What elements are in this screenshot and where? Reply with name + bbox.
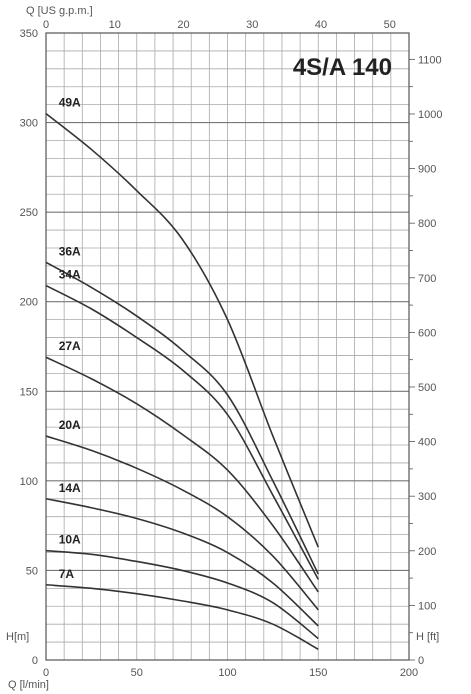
curve-label-36A: 36A xyxy=(59,244,81,258)
curve-7A xyxy=(45,583,319,650)
y-right-axis-title: H [ft] xyxy=(416,631,439,643)
x-top-tick-label: 10 xyxy=(109,19,121,31)
curve-label-34A: 34A xyxy=(59,268,81,282)
y-right-tick-label: 400 xyxy=(418,437,436,449)
x-top-axis-title: Q [US g.p.m.] xyxy=(26,5,93,17)
curve-label-27A: 27A xyxy=(59,339,81,353)
x-top-tick-label: 0 xyxy=(43,19,49,31)
y-right-tick-label: 800 xyxy=(418,218,436,230)
y-tick-label: 100 xyxy=(20,476,38,488)
curve-34A xyxy=(45,284,319,580)
x-top-tick-label: 20 xyxy=(177,19,189,31)
y-right-tick-label: 200 xyxy=(418,546,436,558)
performance-curves xyxy=(45,112,319,650)
y-right-tick-label: 1000 xyxy=(418,109,442,121)
curve-14A xyxy=(45,497,319,627)
y-right-tick-label: 0 xyxy=(418,655,424,667)
curve-20A xyxy=(45,435,319,611)
y-tick-label: 0 xyxy=(32,655,38,667)
curve-27A xyxy=(45,356,319,593)
curve-label-20A: 20A xyxy=(59,418,81,432)
y-tick-label: 200 xyxy=(20,297,38,309)
plot-frame xyxy=(45,32,410,661)
y-tick-label: 50 xyxy=(26,565,38,577)
curve-label-7A: 7A xyxy=(59,567,75,581)
y-right-tick-label: 900 xyxy=(418,164,436,176)
curve-label-10A: 10A xyxy=(59,533,81,547)
curve-10A xyxy=(45,549,319,640)
curve-36A xyxy=(45,261,319,575)
y-right-tick-label: 100 xyxy=(418,600,436,612)
x-tick-label: 200 xyxy=(400,667,418,679)
y-tick-label: 350 xyxy=(20,28,38,40)
x-tick-label: 50 xyxy=(131,667,143,679)
x-tick-label: 150 xyxy=(309,667,327,679)
y-right-tick-label: 700 xyxy=(418,273,436,285)
curve-labels: 49A 36A 34A 27A 20A 14A 10A 7A xyxy=(59,96,81,581)
y-axis-title: H[m] xyxy=(6,631,29,643)
x-tick-label: 100 xyxy=(218,667,236,679)
y-right-tick-label: 600 xyxy=(418,327,436,339)
x-top-tick-label: 40 xyxy=(315,19,327,31)
y-right-tick-label: 1100 xyxy=(418,54,442,66)
x-axis-title: Q [l/min] xyxy=(8,679,49,691)
x-top-tick-label: 30 xyxy=(246,19,258,31)
x-tick-label: 0 xyxy=(43,667,49,679)
x-top-tick-label: 50 xyxy=(384,19,396,31)
y-tick-label: 150 xyxy=(20,386,38,398)
y-tick-label: 300 xyxy=(20,118,38,130)
chart-title: 4S/A 140 xyxy=(293,54,392,81)
grid-lines xyxy=(45,32,415,661)
y-right-tick-label: 500 xyxy=(418,382,436,394)
y-right-tick-label: 300 xyxy=(418,491,436,503)
y-tick-label: 250 xyxy=(20,207,38,219)
curve-label-49A: 49A xyxy=(59,96,81,110)
curve-label-14A: 14A xyxy=(59,481,81,495)
curve-49A xyxy=(45,112,319,548)
